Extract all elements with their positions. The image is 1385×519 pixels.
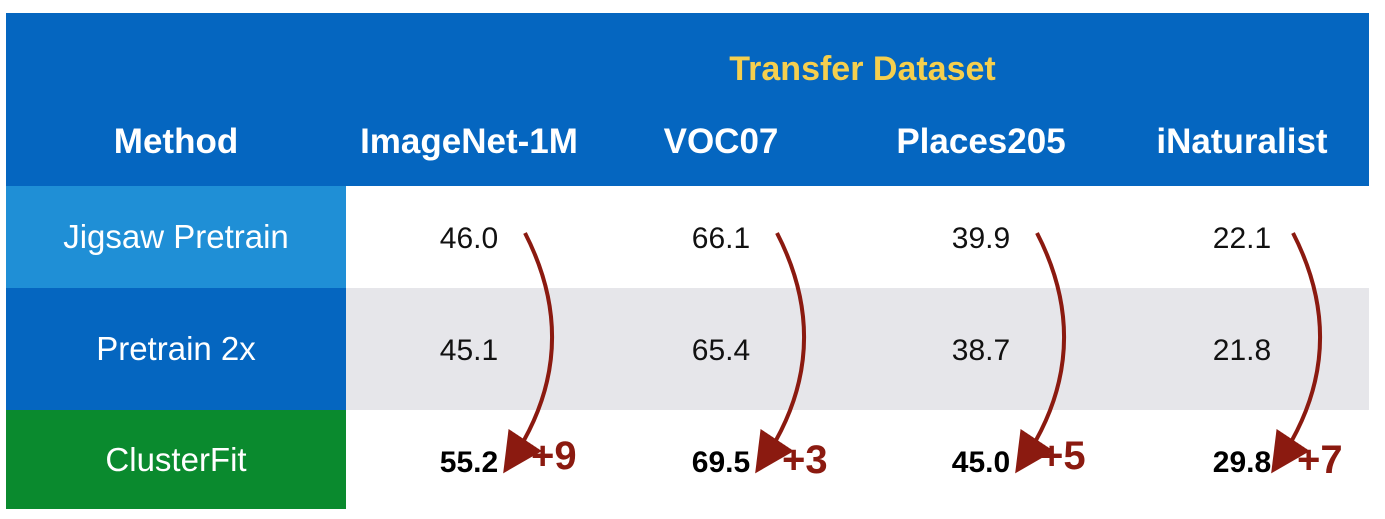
row-label-jigsaw-pretrain: Jigsaw Pretrain xyxy=(6,186,346,288)
cell-jigsaw-imagenet: 46.0 xyxy=(439,222,499,255)
improvement-voc07: +3 xyxy=(782,438,828,482)
method-column-header: Method xyxy=(113,122,239,161)
cell-pretrain2x-places205: 38.7 xyxy=(951,334,1011,367)
column-header-places205: Places205 xyxy=(896,122,1066,161)
cell-jigsaw-places205: 39.9 xyxy=(951,222,1011,255)
column-header-imagenet: ImageNet-1M xyxy=(360,122,578,161)
improvement-imagenet: +9 xyxy=(531,434,577,478)
improvement-arrow-imagenet xyxy=(503,232,555,474)
row-label-clusterfit: ClusterFit xyxy=(6,410,346,509)
column-header-inaturalist: iNaturalist xyxy=(1156,122,1328,161)
cell-pretrain2x-inaturalist: 21.8 xyxy=(1212,334,1272,367)
cell-jigsaw-inaturalist: 22.1 xyxy=(1212,222,1272,255)
cell-clusterfit-imagenet: 55.2 xyxy=(439,446,499,479)
table-header: Transfer Dataset xyxy=(6,13,1369,186)
cell-clusterfit-places205: 45.0 xyxy=(951,446,1011,479)
cell-clusterfit-voc07: 69.5 xyxy=(691,446,751,479)
improvement-arrow-places205 xyxy=(1015,232,1067,474)
cell-jigsaw-voc07: 66.1 xyxy=(691,222,751,255)
cell-clusterfit-inaturalist: 29.8 xyxy=(1212,446,1272,479)
improvement-inaturalist: +7 xyxy=(1297,438,1343,482)
cell-pretrain2x-imagenet: 45.1 xyxy=(439,334,499,367)
table-row xyxy=(346,186,1369,288)
improvement-arrow-inaturalist xyxy=(1271,232,1323,474)
table-row xyxy=(346,288,1369,410)
row-label-pretrain-2x: Pretrain 2x xyxy=(6,288,346,410)
improvement-places205: +5 xyxy=(1040,434,1086,478)
column-header-voc07: VOC07 xyxy=(663,122,779,161)
improvement-arrow-voc07 xyxy=(755,232,807,474)
cell-pretrain2x-voc07: 65.4 xyxy=(691,334,751,367)
transfer-dataset-header: Transfer Dataset xyxy=(729,50,996,88)
